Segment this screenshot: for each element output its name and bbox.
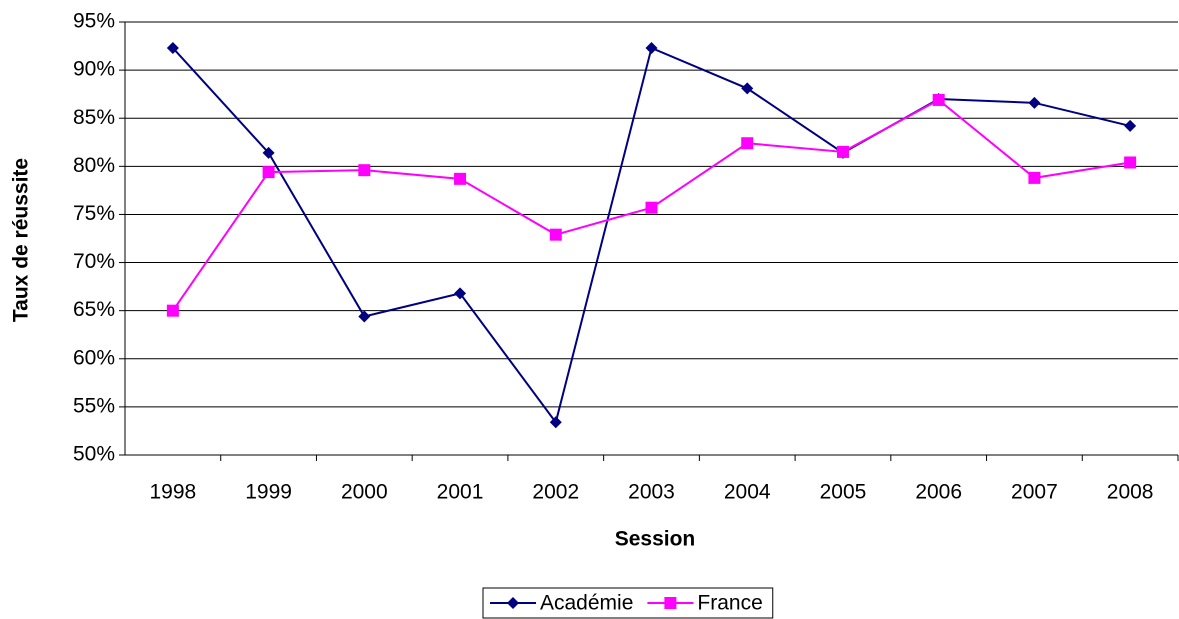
series-line bbox=[172, 46, 1131, 425]
legend-label: Académie bbox=[540, 592, 633, 615]
x-tick-label: 2005 bbox=[820, 481, 867, 504]
y-tick-label: 55% bbox=[73, 394, 115, 417]
marker bbox=[1028, 96, 1041, 109]
marker bbox=[741, 82, 754, 95]
marker bbox=[664, 597, 677, 609]
marker bbox=[549, 228, 562, 241]
x-tick-label: 1999 bbox=[245, 481, 292, 504]
y-tick-label: 95% bbox=[73, 10, 115, 33]
x-tick-label: 2008 bbox=[1107, 481, 1154, 504]
marker bbox=[645, 201, 658, 214]
x-tick-label: 2002 bbox=[532, 481, 579, 504]
x-axis-title: Session bbox=[615, 528, 696, 551]
y-tick-label: 70% bbox=[73, 250, 115, 273]
y-tick-label: 80% bbox=[73, 154, 115, 177]
marker bbox=[549, 416, 562, 429]
marker bbox=[454, 172, 467, 185]
marker bbox=[1124, 156, 1137, 169]
marker bbox=[262, 166, 275, 179]
legend: Académie France bbox=[482, 587, 774, 619]
x-tick-label: 2000 bbox=[341, 481, 388, 504]
y-tick-label: 85% bbox=[73, 106, 115, 129]
x-tick-label: 1998 bbox=[150, 481, 197, 504]
x-tick-label: 2003 bbox=[628, 481, 675, 504]
marker bbox=[358, 164, 371, 177]
marker bbox=[932, 93, 945, 106]
marker bbox=[741, 137, 754, 150]
y-tick-label: 50% bbox=[73, 443, 115, 466]
marker bbox=[166, 41, 179, 54]
x-tick-label: 2006 bbox=[915, 481, 962, 504]
x-tick-label: 2007 bbox=[1011, 481, 1058, 504]
y-axis-title: Taux de réussite bbox=[10, 158, 33, 322]
marker bbox=[1028, 171, 1041, 184]
marker bbox=[358, 310, 371, 323]
marker bbox=[836, 145, 849, 158]
y-tick-label: 90% bbox=[73, 58, 115, 81]
marker bbox=[507, 597, 519, 609]
marker bbox=[454, 287, 467, 300]
marker bbox=[645, 41, 658, 54]
x-tick-label: 2001 bbox=[437, 481, 484, 504]
legend-label: France bbox=[697, 592, 762, 615]
marker bbox=[1124, 119, 1137, 132]
marker bbox=[166, 304, 179, 317]
y-tick-label: 60% bbox=[73, 346, 115, 369]
y-tick-label: 75% bbox=[73, 202, 115, 225]
x-tick-label: 2004 bbox=[724, 481, 771, 504]
y-tick-label: 65% bbox=[73, 298, 115, 321]
marker bbox=[262, 146, 275, 159]
